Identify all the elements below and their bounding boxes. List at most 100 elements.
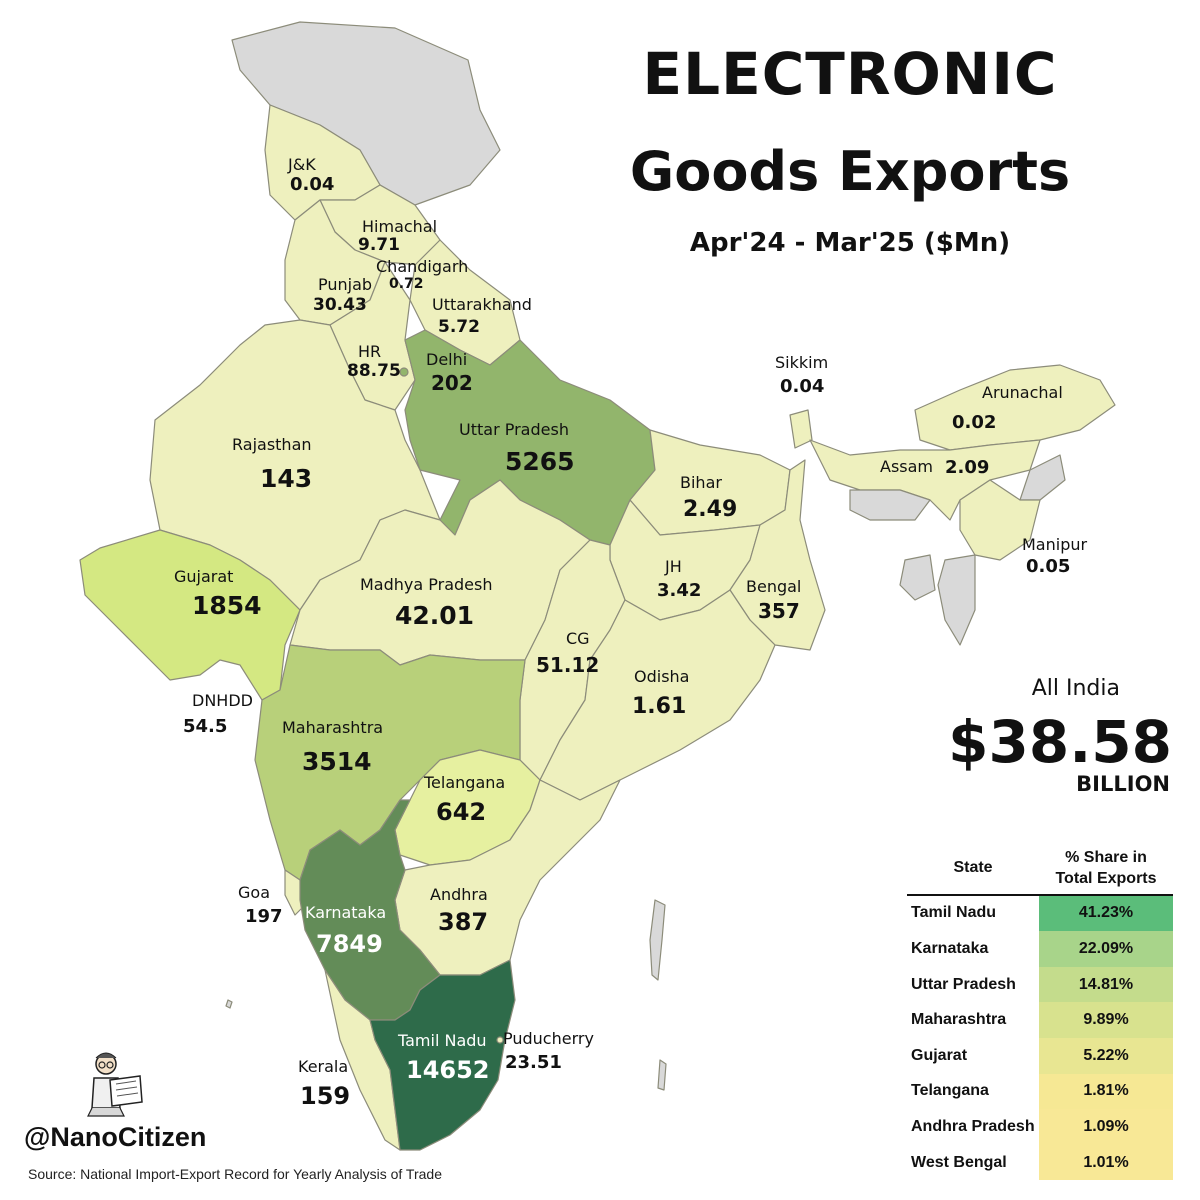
share-state-cell: Tamil Nadu xyxy=(911,904,997,922)
region-delhi xyxy=(399,367,409,377)
share-header-line1: % Share in xyxy=(1065,849,1147,866)
label-kerala-value: 159 xyxy=(300,1082,350,1110)
label-karnataka-value: 7849 xyxy=(316,930,383,958)
region-sikkim xyxy=(789,409,813,449)
share-table-body: Tamil Nadu 41.23% Karnataka 22.09% Uttar Pra… xyxy=(907,894,1173,1181)
label-tamil-nadu-name: Tamil Nadu xyxy=(397,1031,487,1050)
label-bihar-name: Bihar xyxy=(680,473,722,492)
table-row: Uttar Pradesh 14.81% xyxy=(907,966,1173,1003)
region-karnataka xyxy=(299,799,441,1021)
label-himachal-value: 9.71 xyxy=(358,235,400,255)
label-arunachal-name: Arunachal xyxy=(982,383,1063,402)
label-madhya-pradesh-value: 42.01 xyxy=(395,601,474,630)
table-row: Andhra Pradesh 1.09% xyxy=(907,1109,1173,1145)
label-chandigarh-name: Chandigarh xyxy=(376,257,468,276)
label-gujarat-name: Gujarat xyxy=(174,567,233,586)
label-punjab-name: Punjab xyxy=(318,275,372,294)
label-uttar-pradesh-value: 5265 xyxy=(505,447,575,476)
label-hr-value: 88.75 xyxy=(347,361,401,381)
label-jh-name: JH xyxy=(664,557,682,576)
region-lakshadweep xyxy=(225,999,233,1009)
label-himachal-name: Himachal xyxy=(362,217,437,236)
label-goa-value: 197 xyxy=(245,906,283,927)
region-puducherry xyxy=(496,1036,504,1044)
region-mizoram xyxy=(937,554,976,646)
label-puducherry-value: 23.51 xyxy=(505,1052,562,1073)
label-assam-name: Assam xyxy=(880,457,933,476)
label-sikkim-name: Sikkim xyxy=(775,353,828,372)
title-line-1: ELECTRONIC xyxy=(642,40,1058,108)
label-andhra-name: Andhra xyxy=(430,885,488,904)
label-sikkim-value: 0.04 xyxy=(780,376,824,397)
share-state-cell: Telangana xyxy=(911,1082,989,1100)
share-percent-cell: 22.09% xyxy=(1039,931,1173,967)
all-india-label: All India xyxy=(1031,676,1120,701)
region-odisha xyxy=(539,589,776,801)
label-bengal-value: 357 xyxy=(758,599,800,623)
share-state-cell: Andhra Pradesh xyxy=(911,1117,1035,1135)
label-andhra-value: 387 xyxy=(438,908,488,936)
title-line-2: Goods Exports xyxy=(629,140,1071,203)
table-row: Telangana 1.81% xyxy=(907,1073,1173,1110)
label-arunachal-value: 0.02 xyxy=(952,412,996,433)
share-table: State % Share in Total Exports Tamil Nad… xyxy=(907,844,1173,1181)
table-row: Maharashtra 9.89% xyxy=(907,1002,1173,1038)
label-maharashtra-value: 3514 xyxy=(302,747,372,776)
share-percent-cell: 41.23% xyxy=(1039,894,1173,932)
share-percent-cell: 5.22% xyxy=(1039,1037,1173,1074)
label-kerala-name: Kerala xyxy=(298,1057,348,1076)
share-state-cell: West Bengal xyxy=(911,1153,1007,1171)
share-percent-cell: 1.09% xyxy=(1039,1109,1173,1145)
label-madhya-pradesh-name: Madhya Pradesh xyxy=(360,575,493,594)
region-manipur xyxy=(959,479,1041,561)
label-rajasthan-value: 143 xyxy=(260,464,312,493)
source-note: Source: National Import-Export Record fo… xyxy=(28,1166,442,1182)
table-row: Gujarat 5.22% xyxy=(907,1037,1173,1074)
label-uttarakhand-value: 5.72 xyxy=(438,317,480,337)
table-row: Karnataka 22.09% xyxy=(907,931,1173,967)
share-state-cell: Gujarat xyxy=(911,1046,968,1064)
label-cg-value: 51.12 xyxy=(536,653,599,677)
share-table-header-row: State % Share in Total Exports xyxy=(907,844,1173,896)
share-percent-cell: 1.81% xyxy=(1039,1073,1173,1110)
share-state-cell: Uttar Pradesh xyxy=(911,975,1016,993)
region-andaman-islands xyxy=(649,899,666,981)
label-assam-value: 2.09 xyxy=(945,457,989,478)
region-tamil-nadu xyxy=(369,959,516,1151)
label-jk-name: J&K xyxy=(287,155,316,174)
label-delhi-value: 202 xyxy=(431,371,473,395)
label-tamil-nadu-value: 14652 xyxy=(406,1056,490,1084)
label-manipur-value: 0.05 xyxy=(1026,556,1070,577)
label-uttar-pradesh-name: Uttar Pradesh xyxy=(459,420,569,439)
region-nicobar-islands xyxy=(657,1059,667,1091)
table-row: West Bengal 1.01% xyxy=(907,1144,1173,1181)
share-state-cell: Maharashtra xyxy=(911,1011,1007,1029)
table-row: Tamil Nadu 41.23% xyxy=(907,894,1173,932)
subtitle: Apr'24 - Mar'25 ($Mn) xyxy=(689,228,1011,258)
label-goa-name: Goa xyxy=(238,883,270,902)
label-rajasthan-name: Rajasthan xyxy=(232,435,312,454)
label-cg-name: CG xyxy=(566,629,590,648)
share-header-line2: Total Exports xyxy=(1055,869,1157,887)
label-jh-value: 3.42 xyxy=(657,580,701,601)
label-dnhdd-name: DNHDD xyxy=(192,691,253,710)
label-uttarakhand-name: Uttarakhand xyxy=(432,295,532,314)
label-delhi-name: Delhi xyxy=(426,350,467,369)
label-telangana-name: Telangana xyxy=(423,773,505,792)
label-hr-name: HR xyxy=(358,342,381,361)
region-labels: J&K 0.04 Himachal 9.71 Chandigarh 0.72 P… xyxy=(174,155,1087,1110)
share-table-header-share: % Share in Total Exports xyxy=(1039,844,1173,896)
region-meghalaya xyxy=(849,489,931,521)
share-percent-cell: 14.81% xyxy=(1039,966,1173,1003)
label-telangana-value: 642 xyxy=(436,798,486,826)
label-puducherry-name: Puducherry xyxy=(503,1029,594,1048)
label-bihar-value: 2.49 xyxy=(683,497,737,522)
share-state-cell: Karnataka xyxy=(911,939,989,957)
newspaper-reader-icon xyxy=(87,1052,143,1117)
share-percent-cell: 9.89% xyxy=(1039,1002,1173,1038)
share-percent-cell: 1.01% xyxy=(1039,1144,1173,1181)
label-bengal-name: Bengal xyxy=(746,577,801,596)
region-nagaland xyxy=(1019,454,1066,501)
label-odisha-value: 1.61 xyxy=(632,694,686,719)
